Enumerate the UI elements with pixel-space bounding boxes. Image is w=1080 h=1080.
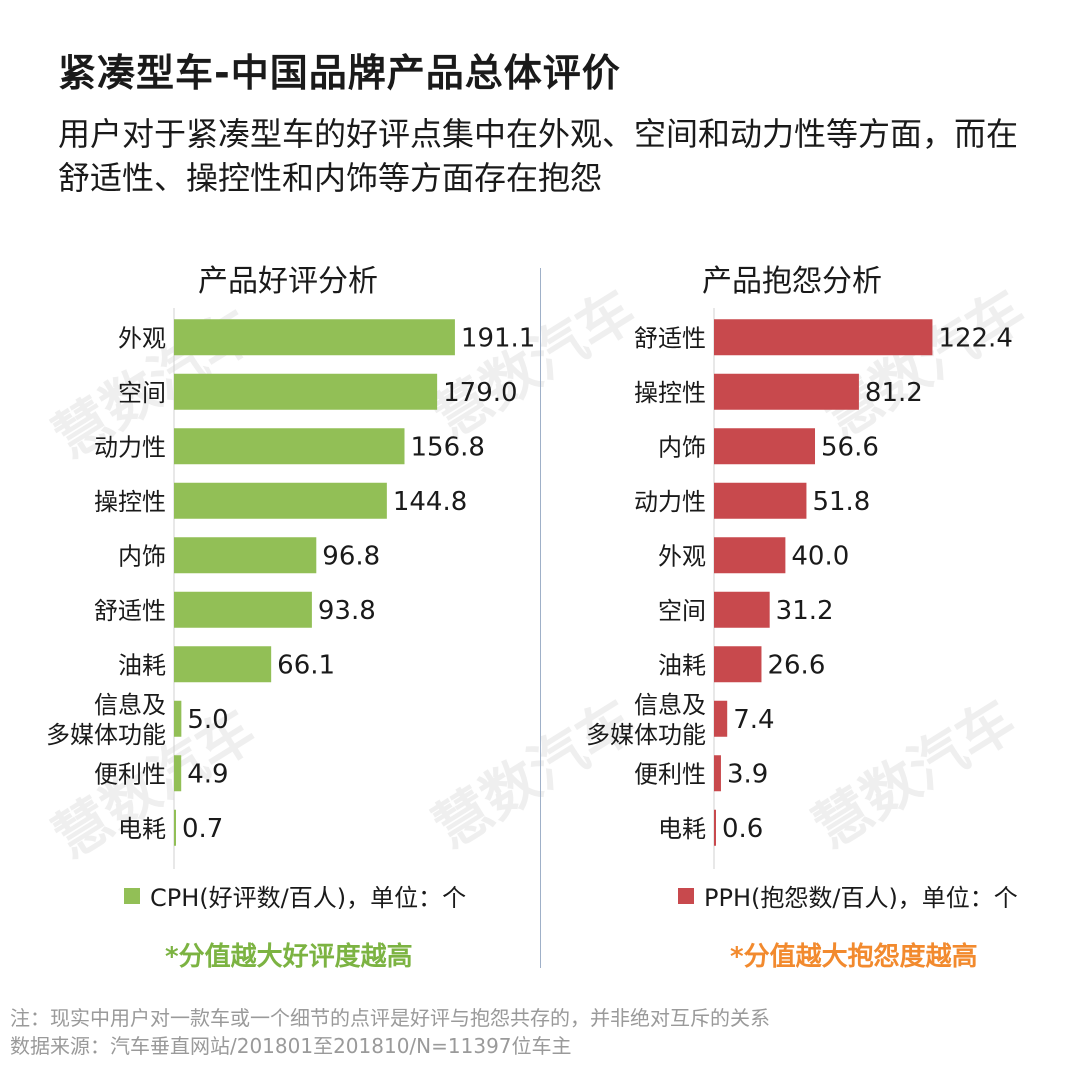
- bad-category-label: 油耗: [658, 651, 706, 679]
- panel-divider: [540, 268, 541, 968]
- good-category-label: 内饰: [118, 542, 166, 570]
- good-value-label: 4.9: [187, 759, 228, 789]
- bad-legend-label: PPH(抱怨数/百人)，单位：个: [704, 884, 1018, 912]
- bad-category-label: 舒适性: [634, 324, 706, 352]
- good-value-label: 96.8: [322, 541, 380, 571]
- good-value-label: 179.0: [443, 378, 517, 408]
- bad-category-label: 内饰: [658, 433, 706, 461]
- page-title: 紧凑型车-中国品牌产品总体评价: [58, 51, 621, 95]
- bad-category-label: 多媒体功能: [586, 721, 706, 749]
- good-bar: [174, 700, 182, 737]
- bad-value-label: 56.6: [821, 432, 879, 462]
- good-bar: [174, 428, 405, 465]
- good-bar: [174, 809, 176, 846]
- complaint-chart: 122.4 舒适性 81.2 操控性 56.6 内饰 51.8 动力性 40.0 外观 31.2 空间…: [586, 308, 1013, 869]
- good-value-label: 191.1: [461, 323, 535, 353]
- bad-bar: [714, 319, 933, 356]
- bad-value-label: 3.9: [727, 759, 768, 789]
- good-value-label: 144.8: [393, 487, 467, 517]
- bad-category-label: 便利性: [634, 760, 706, 788]
- bad-bar: [714, 755, 721, 792]
- bad-bar: [714, 537, 786, 574]
- bad-value-label: 122.4: [938, 323, 1012, 353]
- good-category-label: 信息及: [94, 691, 166, 719]
- good-category-label: 操控性: [94, 488, 166, 516]
- good-category-label: 动力性: [94, 433, 166, 461]
- bad-value-label: 40.0: [791, 541, 849, 571]
- good-bar: [174, 755, 182, 792]
- bad-bar: [714, 482, 807, 519]
- bad-value-label: 31.2: [776, 596, 834, 626]
- bad-bar: [714, 809, 716, 846]
- footnote-source: 数据来源：汽车垂直网站/201801至201810/N=11397位车主: [10, 1034, 572, 1058]
- bad-category-label: 空间: [658, 597, 706, 625]
- bad-bar: [714, 373, 859, 410]
- good-category-label: 油耗: [118, 651, 166, 679]
- bad-category-label: 外观: [658, 542, 706, 570]
- bad-bar: [714, 591, 770, 628]
- bad-value-label: 26.6: [767, 650, 825, 680]
- good-bar: [174, 373, 438, 410]
- bad-legend-swatch: [678, 887, 694, 904]
- good-review-chart: 191.1 外观 179.0 空间 156.8 动力性 144.8 操控性 96.8 内饰 93.8…: [46, 308, 535, 869]
- bad-category-label: 动力性: [634, 488, 706, 516]
- bad-bar: [714, 428, 816, 465]
- good-bar: [174, 591, 312, 628]
- good-category-label: 多媒体功能: [46, 721, 166, 749]
- bad-legend: PPH(抱怨数/百人)，单位：个: [678, 878, 1018, 913]
- good-legend-swatch: [124, 887, 140, 904]
- good-category-label: 舒适性: [94, 597, 166, 625]
- footnote-note: 注：现实中用户对一款车或一个细节的点评是好评与抱怨共存的，并非绝对互斥的关系: [10, 1006, 770, 1030]
- bad-chart-title: 产品抱怨分析: [702, 264, 882, 299]
- good-category-label: 空间: [118, 379, 166, 407]
- good-value-label: 5.0: [187, 705, 228, 735]
- good-legend-label: CPH(好评数/百人)，单位：个: [150, 884, 467, 912]
- page-subtitle: 用户对于紧凑型车的好评点集中在外观、空间和动力性等方面，而在舒适性、操控性和内饰…: [58, 115, 1019, 197]
- bad-bar: [714, 700, 728, 737]
- good-bar: [174, 482, 387, 519]
- good-bar: [174, 319, 455, 356]
- good-bar: [174, 537, 317, 574]
- bad-value-label: 7.4: [733, 705, 774, 735]
- bad-category-label: 电耗: [658, 815, 706, 843]
- good-value-label: 0.7: [182, 814, 223, 844]
- good-value-label: 156.8: [410, 432, 484, 462]
- bad-note: *分值越大抱怨度越高: [730, 942, 978, 972]
- bad-bar: [714, 646, 762, 683]
- good-bar: [174, 646, 272, 683]
- good-note: *分值越大好评度越高: [165, 942, 413, 972]
- good-category-label: 便利性: [94, 760, 166, 788]
- bad-value-label: 0.6: [722, 814, 763, 844]
- bad-value-label: 51.8: [812, 487, 870, 517]
- good-value-label: 66.1: [277, 650, 335, 680]
- bad-value-label: 81.2: [865, 378, 923, 408]
- good-category-label: 电耗: [118, 815, 166, 843]
- bad-category-label: 操控性: [634, 379, 706, 407]
- good-chart-title: 产品好评分析: [198, 264, 378, 299]
- bad-category-label: 信息及: [634, 691, 706, 719]
- good-legend: CPH(好评数/百人)，单位：个: [124, 878, 466, 913]
- good-value-label: 93.8: [318, 596, 376, 626]
- good-category-label: 外观: [118, 324, 166, 352]
